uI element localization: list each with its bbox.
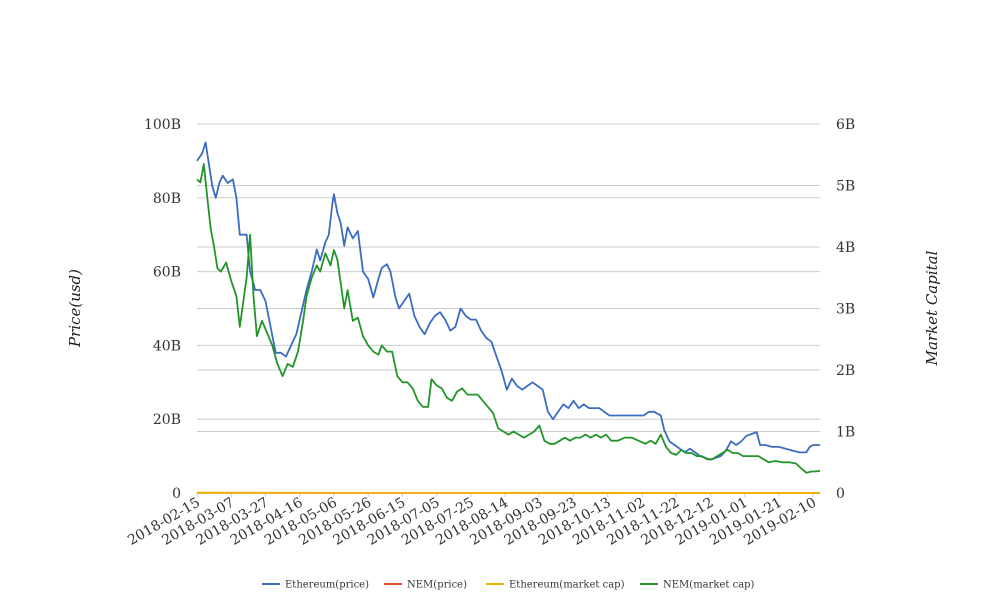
series-line-nem-market-cap xyxy=(196,163,821,474)
right-tick-label: 6B xyxy=(836,117,855,133)
left-axis-title: Price(usd) xyxy=(66,269,84,348)
series-line-ethereum-price xyxy=(196,141,820,461)
left-tick-label: 20B xyxy=(153,412,181,428)
series-lines xyxy=(196,141,821,494)
left-tick-label: 0 xyxy=(172,486,181,502)
right-tick-label: 1B xyxy=(836,425,855,441)
right-axis-title: Market Capital xyxy=(923,250,941,366)
left-tick-label: 60B xyxy=(153,265,181,281)
legend-label: Ethereum(price) xyxy=(285,580,369,591)
left-tick-label: 100B xyxy=(144,117,181,133)
right-axis-ticks: 0 1B 2B 3B 4B 5B 6B xyxy=(836,117,855,502)
legend-label: Ethereum(market cap) xyxy=(509,580,625,591)
left-tick-label: 80B xyxy=(153,191,181,207)
left-axis-ticks: 0 20B 40B 60B 80B 100B xyxy=(144,117,181,502)
right-tick-label: 3B xyxy=(836,302,855,318)
legend-label: NEM(market cap) xyxy=(663,580,755,591)
legend: Ethereum(price) NEM(price) Ethereum(market… xyxy=(262,580,755,591)
right-tick-label: 2B xyxy=(836,363,855,379)
x-axis-ticks: 2018-02-152018-03-072018-03-272018-04-16… xyxy=(125,493,819,549)
right-tick-label: 0 xyxy=(836,486,845,502)
right-tick-label: 4B xyxy=(836,240,855,256)
right-tick-label: 5B xyxy=(836,179,855,195)
legend-label: NEM(price) xyxy=(407,580,467,591)
gridlines xyxy=(197,123,820,494)
left-tick-label: 40B xyxy=(153,338,181,354)
